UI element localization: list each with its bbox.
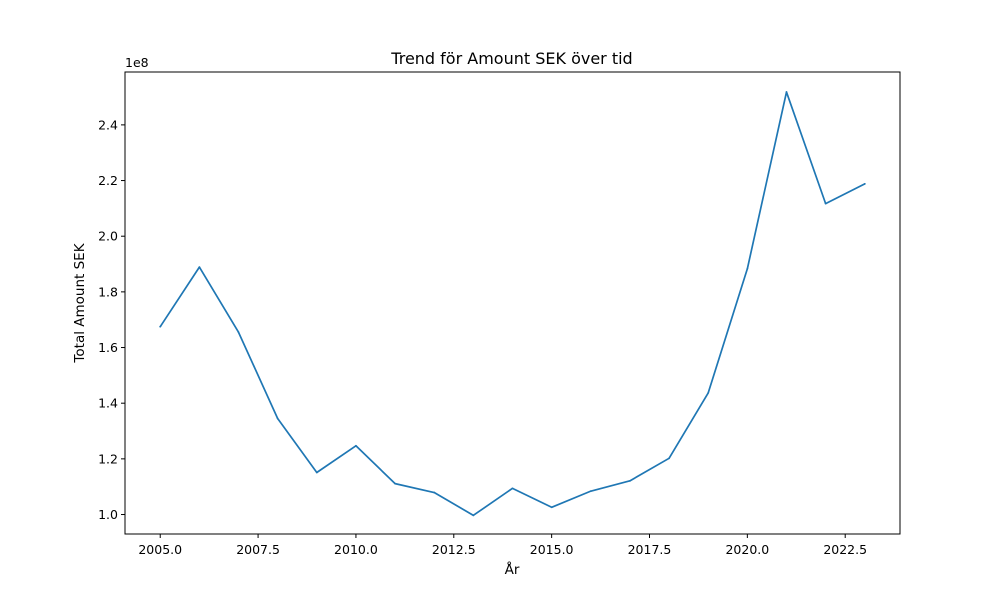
x-tick-label: 2012.5 (432, 542, 476, 557)
y-tick-label: 2.4 (98, 117, 118, 132)
x-tick-label: 2020.0 (725, 542, 769, 557)
data-point (824, 202, 827, 205)
data-point (707, 392, 710, 394)
y-tick-label: 1.0 (98, 507, 118, 522)
x-tick-label: 2017.5 (628, 542, 672, 557)
data-point (863, 182, 866, 185)
data-point (433, 491, 436, 494)
y-axis-label: Total Amount SEK (72, 242, 88, 363)
x-tick-label: 2015.0 (530, 542, 574, 557)
y-tick-label: 1.6 (98, 340, 118, 355)
series-layer (159, 91, 866, 517)
y-tick-label: 2.2 (98, 173, 118, 188)
data-point (785, 91, 788, 93)
x-axis-ticks: 2005.0 2007.5 2010.0 2012.5 2015.0 2017.5 2020… (138, 534, 867, 557)
y-tick-label: 1.8 (98, 284, 118, 299)
data-point (511, 487, 514, 490)
y-axis-offset-label: 1e8 (125, 55, 149, 70)
data-point (315, 471, 318, 474)
y-tick-label: 1.2 (98, 451, 118, 466)
data-point (198, 266, 201, 268)
data-point (159, 325, 162, 328)
y-tick-label: 1.4 (98, 396, 118, 411)
x-axis-label: År (505, 561, 520, 578)
y-axis-ticks: 1.0 1.2 1.4 1.6 1.8 2.0 2.2 2.4 (98, 117, 125, 522)
x-tick-label: 2007.5 (236, 542, 280, 557)
data-point (394, 482, 396, 485)
data-point (472, 514, 475, 517)
x-tick-label: 2022.5 (823, 542, 867, 557)
data-point (276, 417, 279, 420)
x-tick-label: 2010.0 (334, 542, 378, 557)
plot-area-frame (124, 71, 901, 535)
data-point (237, 331, 240, 334)
data-point (668, 457, 670, 460)
data-point (355, 444, 357, 447)
x-tick-label: 2005.0 (138, 542, 182, 557)
data-point (589, 490, 592, 493)
data-point (746, 267, 749, 270)
chart-title: Trend för Amount SEK över tid (390, 49, 632, 68)
y-tick-label: 2.0 (98, 229, 118, 244)
data-point (550, 506, 553, 509)
data-point (629, 479, 631, 482)
